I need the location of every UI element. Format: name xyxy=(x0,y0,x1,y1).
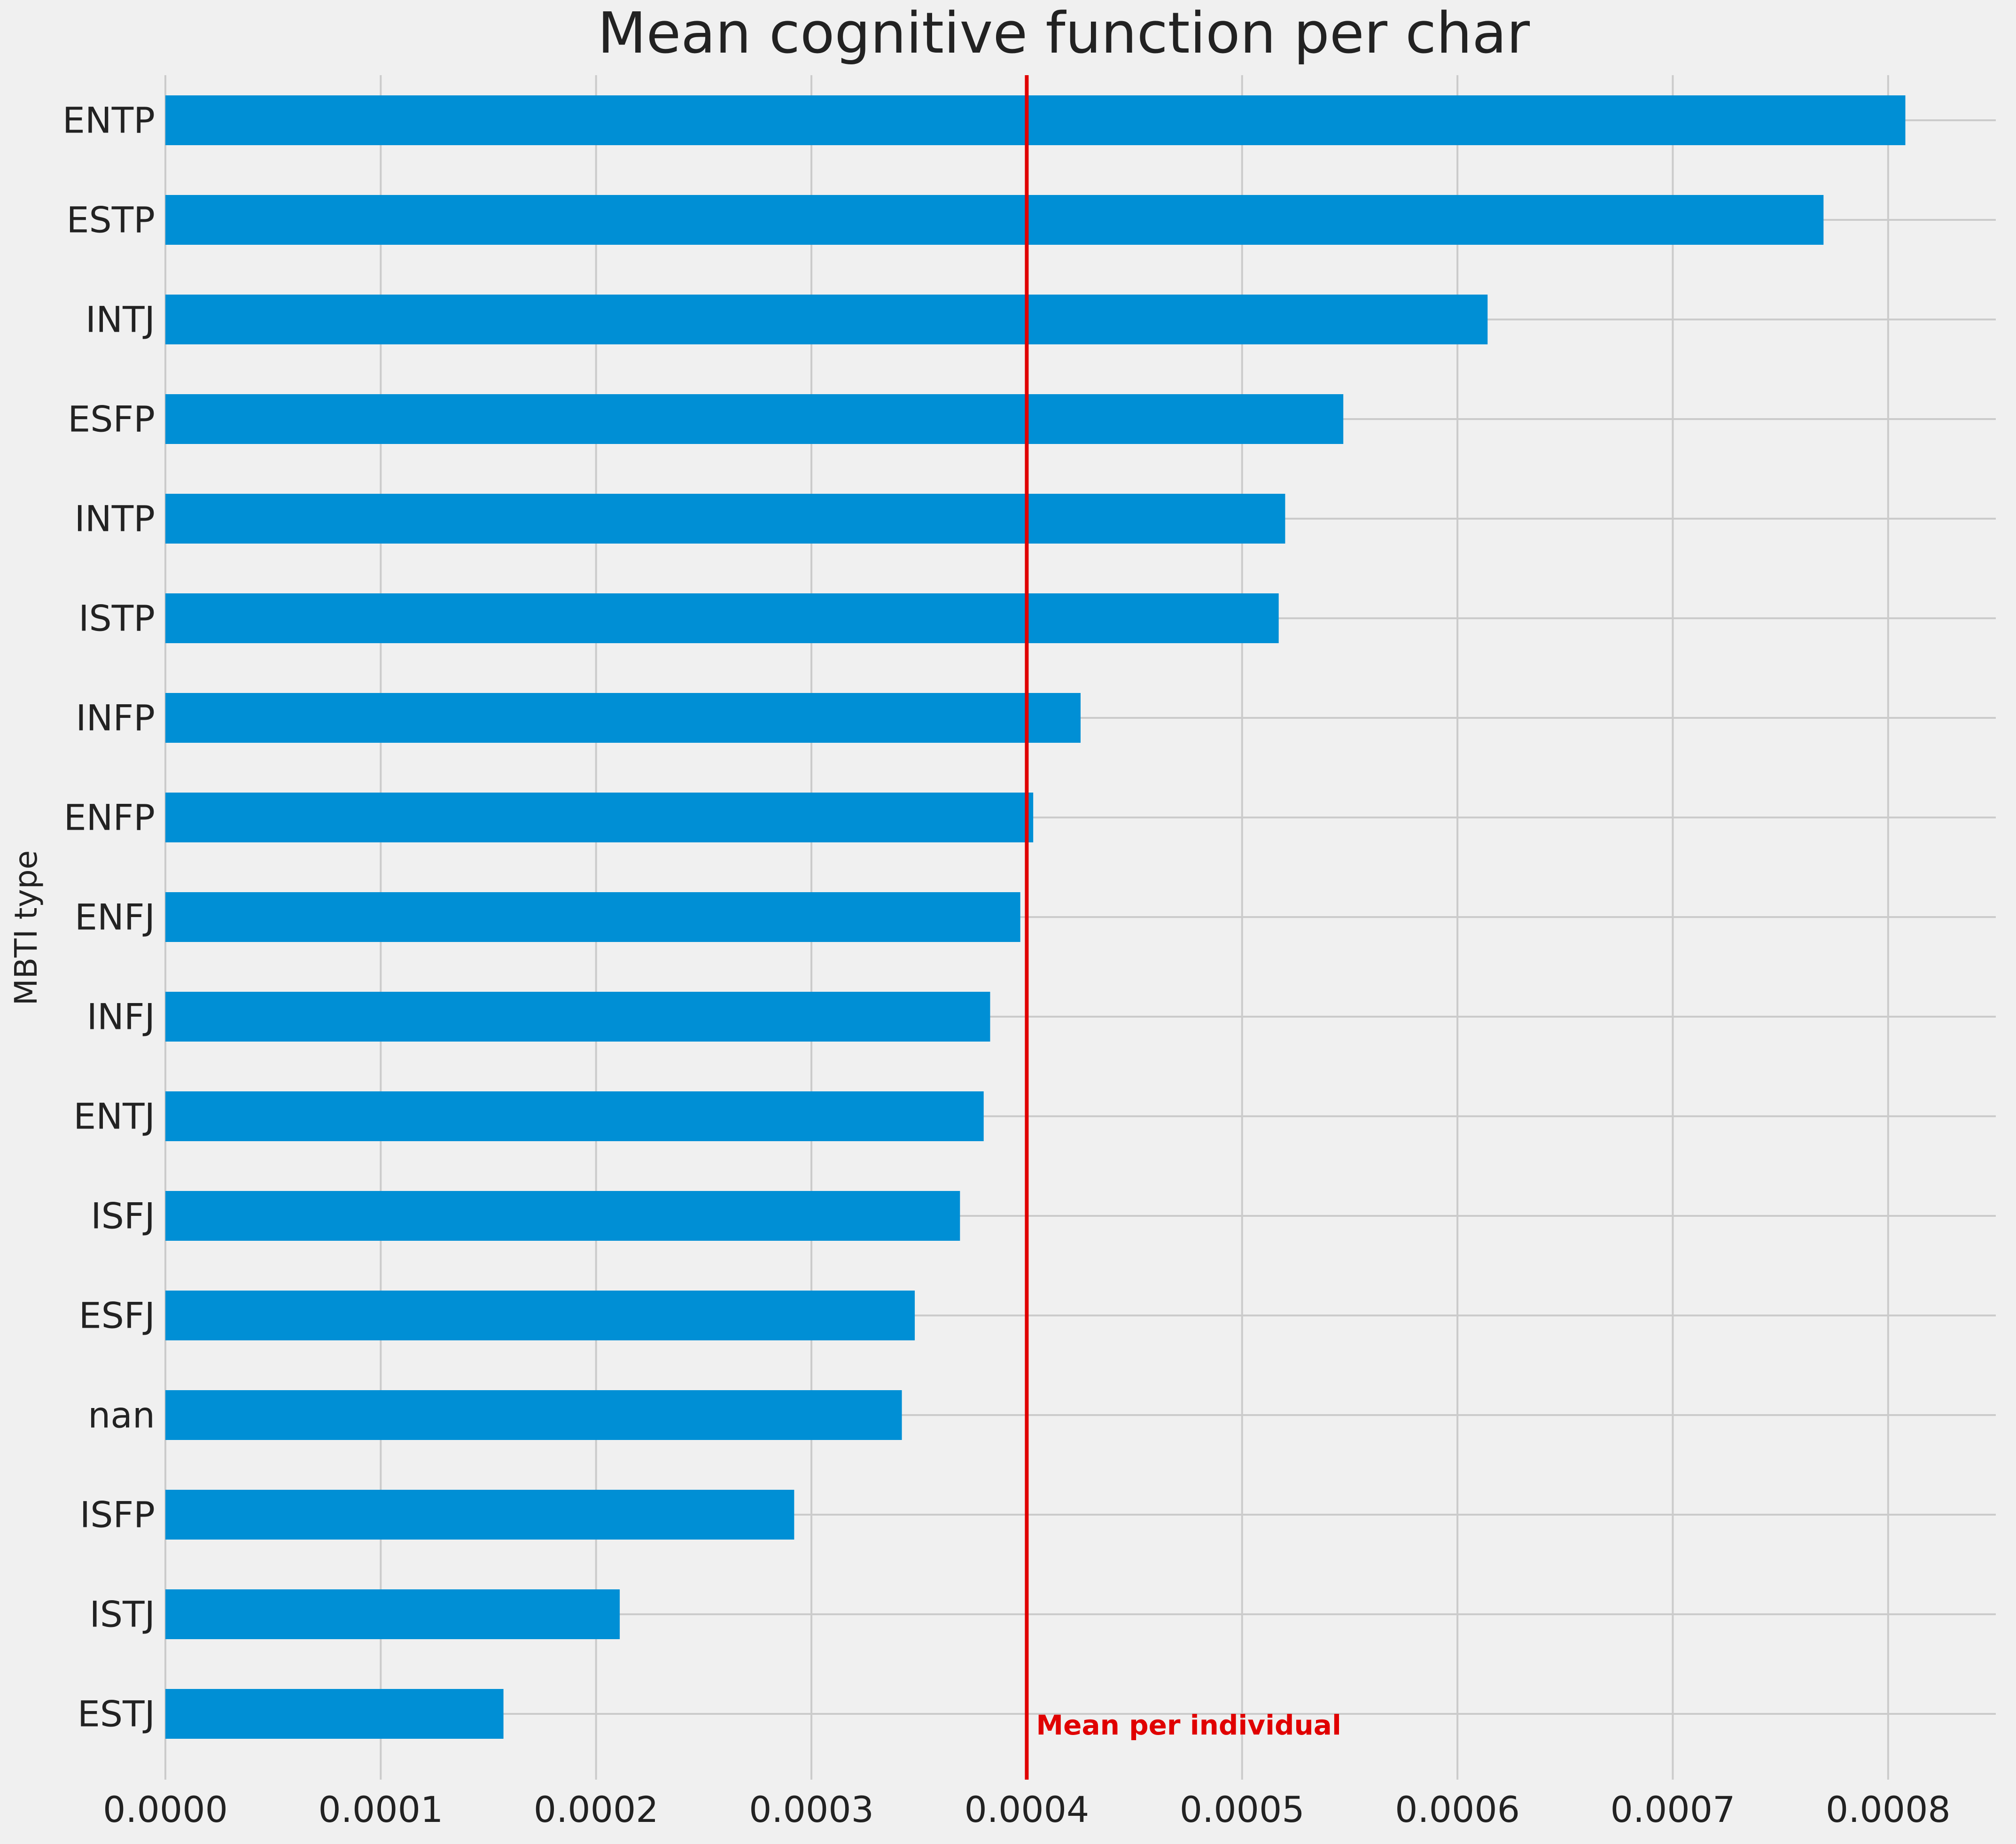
y-tick-label: ESTP xyxy=(66,199,155,241)
y-tick-label: INFP xyxy=(76,697,155,739)
x-tick-labels: 0.0000 0.0001 0.0002 0.0003 0.0004 0.0005 0.00… xyxy=(103,1789,1951,1830)
bar-infp xyxy=(165,693,1081,743)
x-tick-label: 0.0001 xyxy=(318,1789,443,1830)
bar-istp xyxy=(165,593,1279,643)
x-tick-label: 0.0002 xyxy=(534,1789,659,1830)
bar-enfp xyxy=(165,793,1034,842)
bar-entp xyxy=(165,95,1906,145)
y-tick-label: ENTP xyxy=(62,100,155,141)
y-tick-label: ESFJ xyxy=(79,1295,155,1337)
y-tick-label: ISTP xyxy=(78,598,155,639)
bar-esfp xyxy=(165,394,1344,444)
bar-estp xyxy=(165,195,1824,245)
x-tick-label: 0.0006 xyxy=(1395,1789,1520,1830)
y-tick-label: ISFP xyxy=(80,1494,155,1536)
y-tick-label: ISFJ xyxy=(91,1195,155,1237)
bars xyxy=(165,95,1906,1739)
x-tick-label: 0.0008 xyxy=(1826,1789,1951,1830)
y-tick-label: INTP xyxy=(74,498,155,540)
y-tick-label: ENFP xyxy=(64,797,155,839)
bar-intj xyxy=(165,295,1488,344)
x-tick-label: 0.0005 xyxy=(1180,1789,1305,1830)
reference-line-group: Mean per individual xyxy=(1025,75,1341,1780)
y-tick-label: ENFJ xyxy=(75,896,155,938)
bar-enfj xyxy=(165,892,1020,942)
bar-isfj xyxy=(165,1191,960,1241)
y-tick-label: INTJ xyxy=(86,299,155,341)
y-tick-label: ISTJ xyxy=(90,1594,156,1635)
bar-infj xyxy=(165,992,990,1042)
bar-nan xyxy=(165,1390,902,1440)
y-tick-label: nan xyxy=(88,1394,155,1436)
x-tick-label: 0.0000 xyxy=(103,1789,228,1830)
y-axis-label: MBTI type xyxy=(8,850,44,1005)
bar-isfp xyxy=(165,1490,794,1540)
x-tick-label: 0.0003 xyxy=(749,1789,874,1830)
bar-entj xyxy=(165,1091,984,1141)
mean-reference-label: Mean per individual xyxy=(1036,1709,1341,1741)
x-tick-label: 0.0007 xyxy=(1611,1789,1736,1830)
x-tick-label: 0.0004 xyxy=(964,1789,1089,1830)
bar-istj xyxy=(165,1589,620,1639)
bar-estj xyxy=(165,1689,504,1739)
y-tick-label: INFJ xyxy=(87,996,155,1038)
bar-intp xyxy=(165,494,1285,544)
y-tick-label: ESTJ xyxy=(78,1693,155,1735)
y-tick-label: ESFP xyxy=(68,398,155,440)
y-tick-label: ENTJ xyxy=(73,1096,155,1137)
bar-esfj xyxy=(165,1291,915,1340)
y-tick-labels: ENTP ESTP INTJ ESFP INTP ISTP INFP ENFP ENFJ INFJ… xyxy=(62,100,155,1735)
chart-title: Mean cognitive function per char xyxy=(598,1,1530,66)
